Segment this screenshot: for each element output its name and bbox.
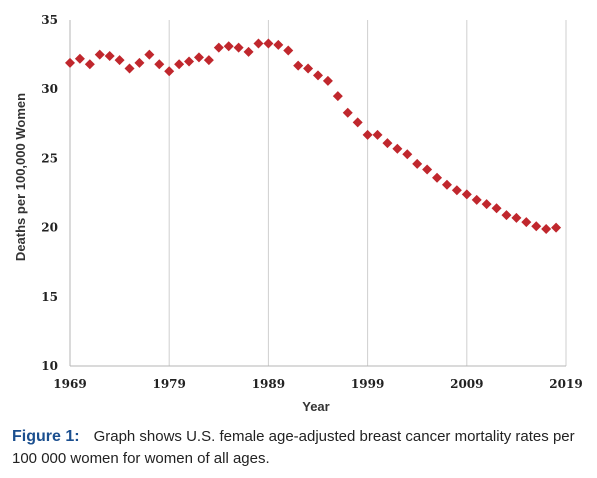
data-point	[491, 203, 502, 214]
data-point	[84, 59, 95, 70]
x-tick-label: 2019	[549, 377, 582, 391]
data-point	[322, 75, 333, 86]
data-point	[303, 63, 314, 74]
figure-caption: Figure 1: Graph shows U.S. female age-adj…	[12, 426, 587, 470]
y-tick-label: 20	[41, 221, 58, 235]
data-point	[382, 138, 393, 149]
data-point	[94, 49, 105, 60]
data-point	[203, 55, 214, 66]
data-point	[551, 222, 562, 233]
scatter-chart: 1969 1979 1989 1999 2009 2019 10 15 20 25 30 35 Ye…	[13, 13, 583, 414]
data-point	[402, 149, 413, 160]
x-tick-labels: 1969 1979 1989 1999 2009 2019	[53, 377, 582, 391]
data-point	[164, 66, 175, 77]
data-point	[174, 59, 185, 70]
data-point	[412, 158, 423, 169]
data-point	[144, 49, 155, 60]
data-point	[253, 38, 264, 49]
x-tick-label: 1969	[53, 377, 86, 391]
data-point	[481, 199, 492, 210]
y-tick-labels: 10 15 20 25 30 35	[41, 13, 58, 373]
data-point	[223, 41, 234, 52]
data-point	[422, 164, 433, 175]
data-point	[233, 42, 244, 53]
data-point	[352, 117, 363, 128]
data-point	[134, 57, 145, 68]
data-point	[521, 217, 532, 228]
data-point	[541, 223, 552, 234]
data-point	[293, 60, 304, 71]
vertical-gridlines	[168, 20, 567, 366]
data-point	[313, 70, 323, 81]
y-tick-label: 10	[41, 359, 58, 373]
data-point	[213, 42, 224, 53]
x-tick-label: 1979	[152, 377, 185, 391]
y-tick-label: 30	[41, 82, 58, 96]
data-point	[283, 45, 294, 56]
data-point	[193, 52, 204, 63]
y-tick-label: 25	[41, 151, 58, 165]
y-tick-label: 15	[41, 290, 58, 304]
figure-caption-label: Figure 1:	[12, 428, 80, 445]
y-axis-title: Deaths per 100,000 Women	[13, 93, 28, 261]
data-point	[451, 185, 462, 196]
data-point	[501, 210, 512, 221]
data-point	[104, 50, 115, 61]
x-tick-label: 2009	[450, 377, 483, 391]
data-point	[342, 107, 353, 118]
data-point	[531, 221, 542, 232]
x-axis-title: Year	[302, 399, 329, 414]
data-point	[243, 46, 254, 57]
data-point	[362, 129, 373, 140]
data-point	[332, 91, 343, 102]
x-tick-label: 1999	[351, 377, 384, 391]
data-point	[461, 189, 472, 200]
data-point	[392, 143, 403, 154]
data-point	[74, 53, 85, 64]
data-point	[184, 56, 195, 67]
data-point	[263, 38, 274, 49]
data-point	[441, 179, 452, 190]
y-tick-label: 35	[41, 13, 58, 27]
data-point	[471, 194, 482, 205]
data-point	[372, 129, 383, 140]
data-point	[432, 172, 443, 183]
data-point	[273, 39, 284, 50]
data-point	[114, 55, 125, 66]
axes	[69, 20, 566, 367]
data-points	[65, 38, 562, 234]
data-point	[154, 59, 165, 70]
data-point	[511, 212, 522, 223]
figure-caption-text: Graph shows U.S. female age-adjusted bre…	[12, 428, 575, 467]
x-tick-label: 1989	[252, 377, 285, 391]
data-point	[65, 57, 75, 68]
data-point	[124, 63, 135, 74]
